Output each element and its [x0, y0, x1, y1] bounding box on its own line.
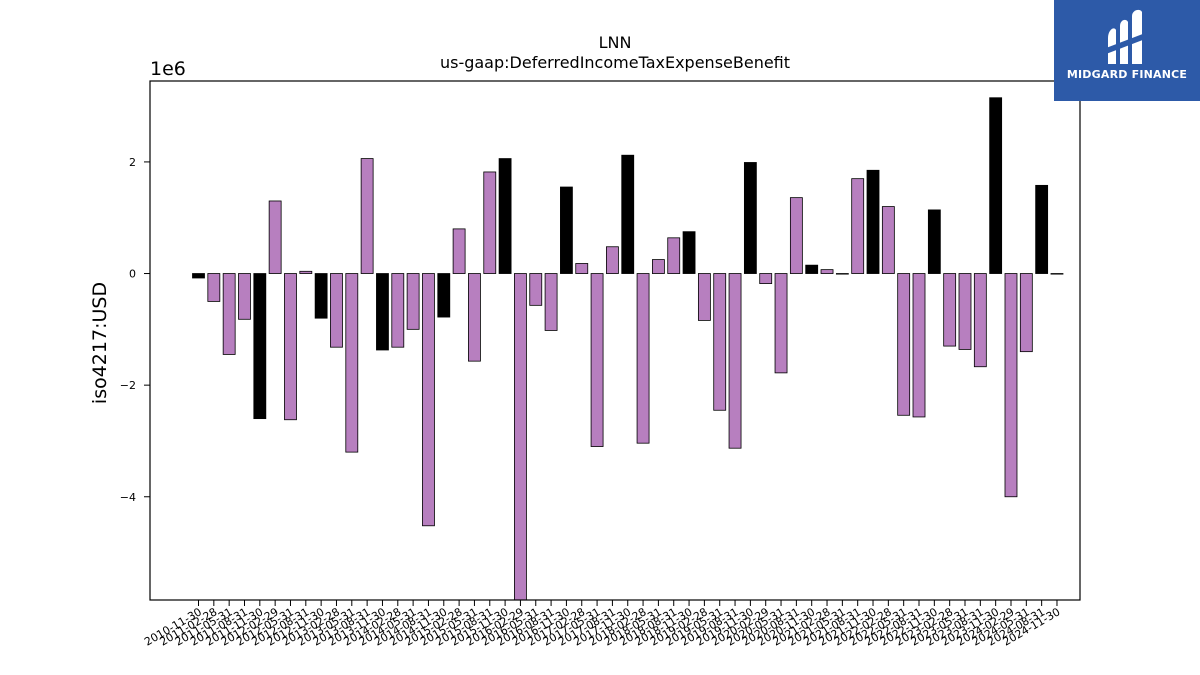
- bar: [1019, 273, 1033, 353]
- bar: [667, 237, 681, 274]
- y-tick-label: 0: [129, 268, 136, 281]
- y-tick-label: −4: [120, 491, 136, 504]
- bar: [774, 273, 788, 374]
- bar: [345, 273, 359, 453]
- bar: [866, 169, 880, 274]
- chart-subtitle: us-gaap:DeferredIncomeTaxExpenseBenefit: [440, 53, 790, 72]
- bar: [606, 246, 619, 274]
- bar: [1050, 273, 1064, 275]
- bar: [299, 270, 313, 274]
- bar: [590, 273, 604, 447]
- bar: [989, 97, 1003, 274]
- bar: [958, 273, 972, 350]
- brand-name: MIDGARD FINANCE: [1066, 68, 1188, 81]
- bar: [514, 273, 527, 601]
- bar: [1035, 184, 1049, 274]
- midgard-logo-icon: [1106, 9, 1148, 65]
- y-tick-label: 2: [129, 156, 136, 169]
- bar: [406, 273, 420, 330]
- y-tick-label: −2: [120, 379, 136, 392]
- brand-watermark: MIDGARD FINANCE: [1054, 0, 1200, 101]
- bar: [805, 264, 819, 274]
- bar: [207, 273, 221, 302]
- bar: [422, 273, 435, 527]
- bar: [927, 209, 941, 274]
- bar: [376, 273, 389, 351]
- bar: [468, 273, 481, 362]
- bar: [728, 273, 742, 449]
- bar: [284, 273, 297, 421]
- y-ticks-group: −4 −2 0 2: [120, 156, 150, 504]
- bar: [881, 206, 895, 274]
- bar: [943, 273, 957, 347]
- bar: [820, 269, 834, 274]
- bar: [652, 259, 665, 274]
- bar: [238, 273, 251, 320]
- bar: [314, 273, 328, 319]
- bar: [697, 273, 711, 321]
- bar: [621, 154, 635, 274]
- bar: [851, 178, 865, 274]
- bar: [452, 228, 466, 274]
- bar: [330, 273, 343, 348]
- bar: [636, 273, 650, 444]
- bar: [835, 273, 849, 275]
- chart-title: LNN: [599, 33, 632, 52]
- bar: [253, 273, 267, 420]
- bar: [560, 186, 573, 274]
- bar: [789, 197, 803, 274]
- bar: [897, 273, 911, 416]
- bar: [192, 273, 205, 279]
- bar: [360, 158, 374, 274]
- y-axis-label: iso4217:USD: [89, 282, 111, 404]
- bar: [544, 273, 558, 331]
- plot-frame: [149, 80, 1081, 601]
- bar: [483, 171, 497, 274]
- bar: [973, 273, 987, 368]
- bar: [682, 231, 696, 274]
- bar: [1004, 273, 1018, 498]
- bar: [222, 273, 236, 355]
- bar: [268, 200, 282, 274]
- bar: [498, 158, 512, 274]
- bar: [391, 273, 405, 348]
- bars-group: [192, 97, 1064, 601]
- y-axis-offset-label: 1e6: [150, 58, 186, 80]
- bar: [575, 263, 589, 274]
- bar: [529, 273, 543, 306]
- bar: [759, 273, 773, 284]
- bar: [743, 162, 757, 274]
- bar: [713, 273, 727, 411]
- x-ticks-group: 2010-11-302011-02-282011-05-312011-08-31…: [142, 600, 1062, 649]
- bar: [912, 273, 926, 418]
- bar: [437, 273, 451, 318]
